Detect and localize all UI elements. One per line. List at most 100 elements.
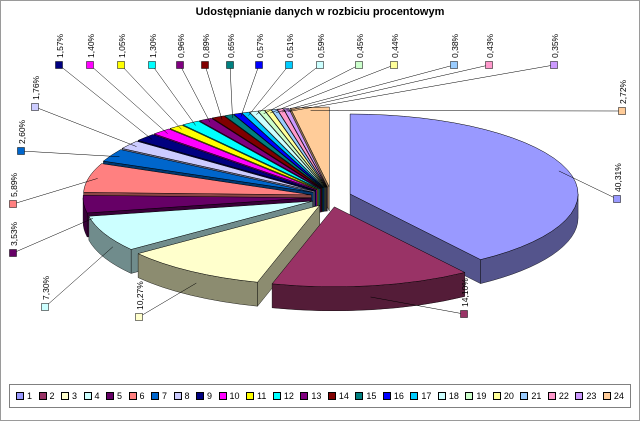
slice-value-label: 0,89% bbox=[201, 33, 211, 58]
label-key-swatch bbox=[356, 62, 363, 69]
legend-item: 18 bbox=[438, 391, 459, 401]
legend-swatch bbox=[410, 392, 418, 400]
slice-value-label: 0,57% bbox=[255, 33, 265, 58]
label-key-swatch bbox=[202, 62, 209, 69]
legend-label: 19 bbox=[476, 391, 486, 401]
leader-line bbox=[13, 218, 93, 253]
leader-line bbox=[230, 65, 233, 118]
label-key-swatch bbox=[136, 314, 143, 321]
label-key-swatch bbox=[10, 250, 17, 257]
label-key-swatch bbox=[56, 62, 63, 69]
slice-value-label: 0,35% bbox=[550, 33, 560, 58]
legend-label: 20 bbox=[504, 391, 514, 401]
label-key-swatch bbox=[42, 304, 49, 311]
leader-line bbox=[276, 65, 454, 113]
legend-label: 21 bbox=[531, 391, 541, 401]
legend-item: 19 bbox=[465, 391, 486, 401]
legend-item: 9 bbox=[196, 391, 212, 401]
label-key-swatch bbox=[87, 62, 94, 69]
legend-swatch bbox=[219, 392, 227, 400]
leader-line bbox=[241, 65, 259, 117]
legend-item: 13 bbox=[300, 391, 321, 401]
slice-value-label: 0,38% bbox=[450, 33, 460, 58]
legend-item: 2 bbox=[39, 391, 55, 401]
label-key-swatch bbox=[32, 104, 39, 111]
legend-label: 4 bbox=[95, 391, 100, 401]
legend-item: 15 bbox=[355, 391, 376, 401]
label-key-swatch bbox=[10, 201, 17, 208]
slice-value-label: 0,65% bbox=[226, 33, 236, 58]
legend-swatch bbox=[84, 392, 92, 400]
legend-item: 10 bbox=[219, 391, 240, 401]
label-key-swatch bbox=[149, 62, 156, 69]
legend-swatch bbox=[438, 392, 446, 400]
slice-value-label: 40,31% bbox=[613, 163, 623, 192]
label-key-swatch bbox=[451, 62, 458, 69]
label-key-swatch bbox=[177, 62, 184, 69]
legend-label: 13 bbox=[311, 391, 321, 401]
legend-item: 17 bbox=[410, 391, 431, 401]
legend-label: 5 bbox=[117, 391, 122, 401]
label-key-swatch bbox=[486, 62, 493, 69]
legend-item: 22 bbox=[548, 391, 569, 401]
legend-item: 6 bbox=[129, 391, 145, 401]
legend-swatch bbox=[273, 392, 281, 400]
label-key-swatch bbox=[286, 62, 293, 69]
legend-swatch bbox=[39, 392, 47, 400]
legend-label: 10 bbox=[230, 391, 240, 401]
leader-line bbox=[288, 65, 554, 112]
legend-label: 24 bbox=[614, 391, 624, 401]
legend-swatch bbox=[246, 392, 254, 400]
slice-value-label: 1,76% bbox=[31, 75, 41, 100]
legend-item: 16 bbox=[383, 391, 404, 401]
legend-label: 1 bbox=[27, 391, 32, 401]
legend-item: 23 bbox=[575, 391, 596, 401]
slice-value-label: 0,43% bbox=[485, 33, 495, 58]
legend-swatch bbox=[548, 392, 556, 400]
legend-label: 7 bbox=[162, 391, 167, 401]
slice-value-label: 1,30% bbox=[148, 33, 158, 58]
leader-line bbox=[45, 247, 113, 307]
slice-value-label: 2,60% bbox=[17, 119, 27, 144]
legend-label: 23 bbox=[586, 391, 596, 401]
leader-line bbox=[35, 107, 137, 147]
legend-item: 20 bbox=[493, 391, 514, 401]
legend-label: 8 bbox=[185, 391, 190, 401]
legend-item: 3 bbox=[61, 391, 77, 401]
legend-item: 5 bbox=[106, 391, 122, 401]
legend-swatch bbox=[174, 392, 182, 400]
legend-label: 12 bbox=[284, 391, 294, 401]
legend-label: 2 bbox=[50, 391, 55, 401]
slice-value-label: 10,27% bbox=[135, 281, 145, 310]
legend-label: 6 bbox=[140, 391, 145, 401]
legend-item: 1 bbox=[16, 391, 32, 401]
legend-swatch bbox=[575, 392, 583, 400]
leader-line bbox=[205, 65, 222, 120]
legend-item: 11 bbox=[246, 391, 266, 401]
legend-label: 17 bbox=[421, 391, 431, 401]
slice-value-label: 2,72% bbox=[618, 79, 628, 104]
legend-item: 24 bbox=[603, 391, 624, 401]
legend-swatch bbox=[129, 392, 137, 400]
legend-swatch bbox=[465, 392, 473, 400]
slice-value-label: 0,51% bbox=[285, 33, 295, 58]
label-key-swatch bbox=[391, 62, 398, 69]
legend-label: 15 bbox=[366, 391, 376, 401]
slice-value-label: 7,30% bbox=[41, 275, 51, 300]
leader-line bbox=[59, 65, 152, 139]
legend-swatch bbox=[106, 392, 114, 400]
legend-item: 8 bbox=[174, 391, 190, 401]
legend-swatch bbox=[196, 392, 204, 400]
legend-swatch bbox=[328, 392, 336, 400]
legend-label: 9 bbox=[207, 391, 212, 401]
legend-swatch bbox=[520, 392, 528, 400]
legend-item: 21 bbox=[520, 391, 541, 401]
slice-value-label: 14,10% bbox=[460, 278, 470, 307]
label-key-swatch bbox=[256, 62, 263, 69]
label-key-swatch bbox=[317, 62, 324, 69]
label-key-swatch bbox=[551, 62, 558, 69]
leader-line bbox=[21, 151, 119, 157]
label-key-swatch bbox=[227, 62, 234, 69]
